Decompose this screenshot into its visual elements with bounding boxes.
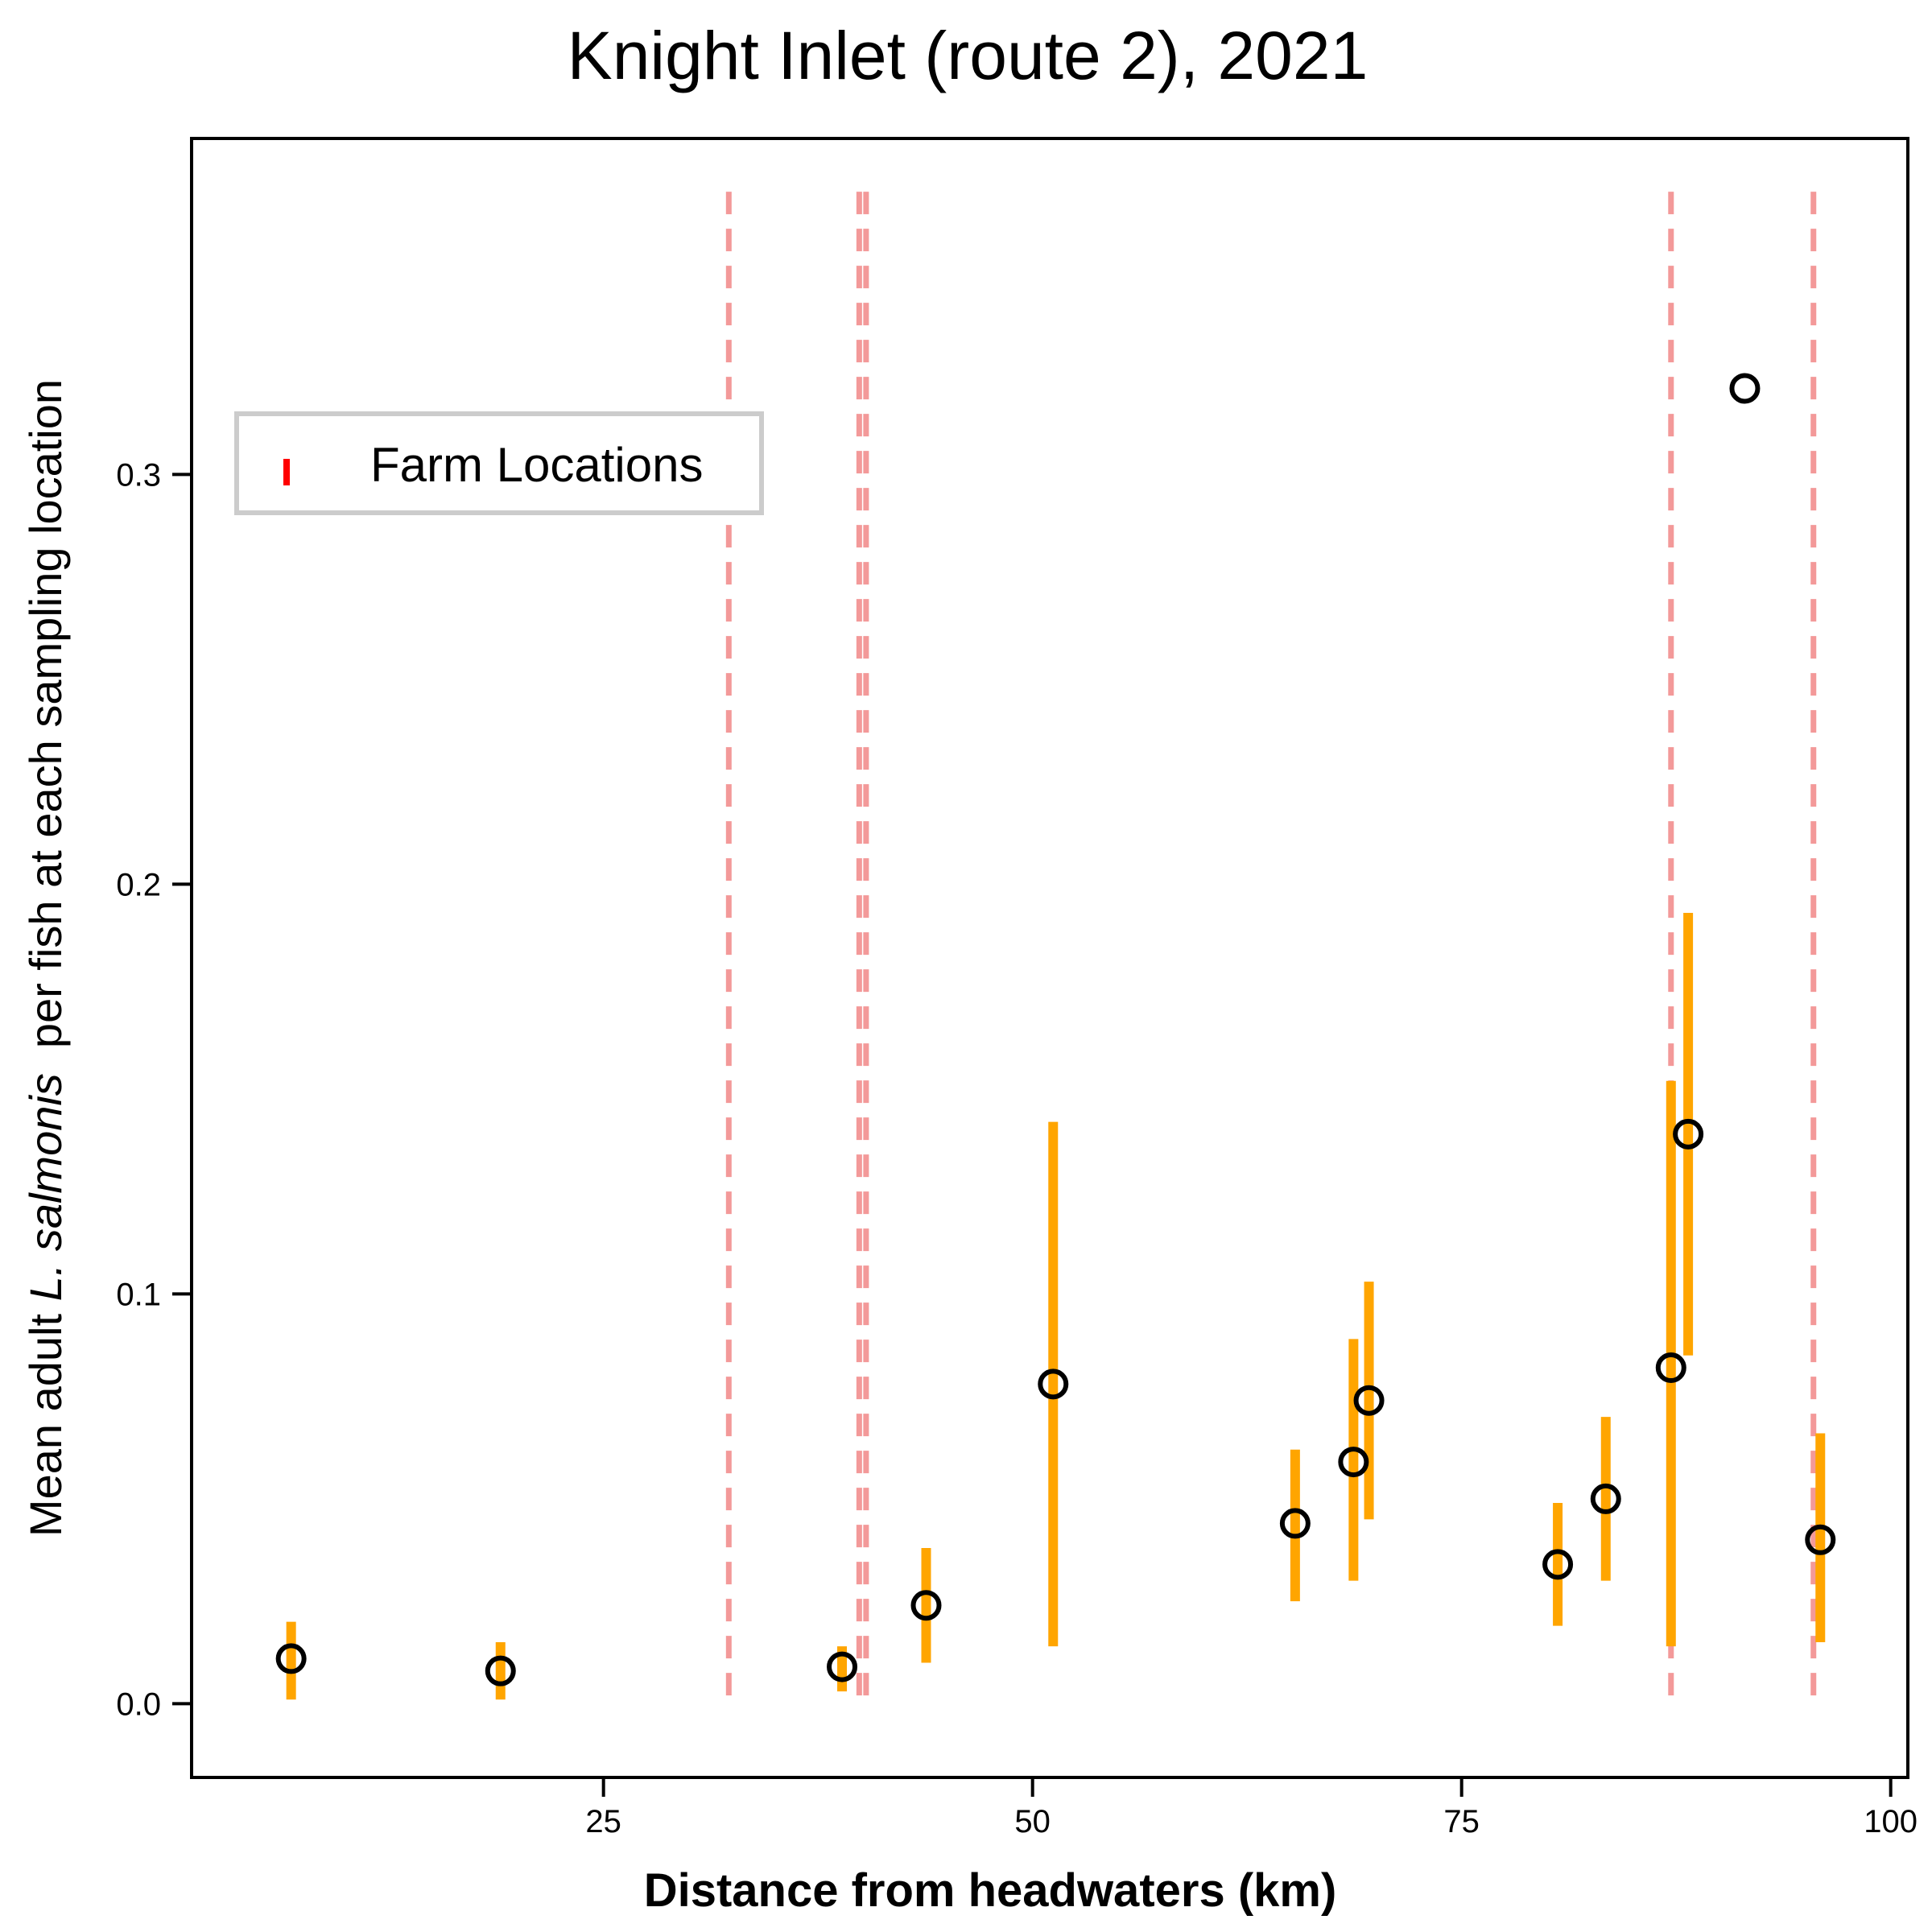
x-tick-label-100: 100 [1864,1804,1918,1839]
data-point-2 [485,1655,516,1686]
data-point-7 [1338,1447,1369,1478]
x-axis: 25 50 75 100 [585,1777,1918,1839]
y-tick-label-0-2: 0.2 [116,867,161,902]
x-tick-label-50: 50 [1014,1804,1051,1839]
data-point-6 [1279,1508,1311,1539]
legend: Farm Locations [234,411,764,515]
plot-area [275,192,1836,1704]
legend-entry-farm-locations: Farm Locations [370,438,704,492]
y-axis: 0.0 0.1 0.2 0.3 [116,457,192,1722]
data-point-4 [910,1590,942,1621]
y-axis-label-prefix: Mean adult [20,1301,71,1537]
data-point-8 [1353,1385,1385,1416]
x-tick-label-75: 75 [1443,1804,1480,1839]
y-axis-label-suffix: per fish at each sampling location [20,379,71,1073]
y-tick-label-0-1: 0.1 [116,1277,161,1312]
data-point-10 [1590,1483,1621,1514]
data-point-12 [1673,1118,1704,1150]
data-point-3 [827,1651,858,1682]
y-tick-label-0-0: 0.0 [116,1686,161,1722]
data-point-14 [1805,1524,1836,1555]
data-point-13 [1729,373,1761,404]
data-point-1 [275,1643,307,1674]
data-points [275,373,1836,1686]
plot-frame [190,137,1909,1779]
error-bars [286,913,1826,1700]
data-point-9 [1542,1549,1574,1580]
y-tick-label-0-3: 0.3 [116,457,161,493]
data-point-5 [1038,1368,1069,1400]
chart-title: Knight Inlet (route 2), 2021 [568,18,1368,93]
legend-box [234,411,764,515]
y-axis-label-species: L. salmonis [20,1073,71,1301]
x-axis-label: Distance from headwaters (km) [644,1864,1337,1917]
x-tick-label-25: 25 [585,1804,621,1839]
y-axis-label: Mean adult L. salmonis per fish at each … [20,379,71,1537]
data-point-11 [1655,1352,1686,1383]
farm-locations-series [725,192,1817,1704]
